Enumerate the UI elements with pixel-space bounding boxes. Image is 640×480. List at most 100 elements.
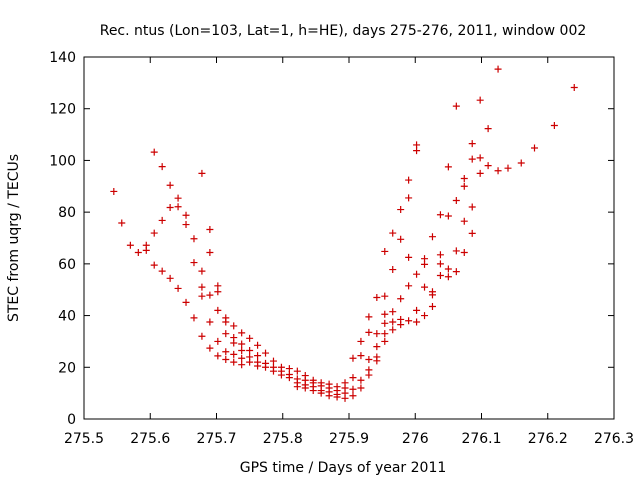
data-point — [389, 229, 397, 237]
data-point — [277, 371, 285, 379]
data-point — [357, 352, 365, 360]
data-point — [246, 334, 254, 342]
data-point — [190, 235, 198, 243]
data-point — [405, 176, 413, 184]
data-point — [198, 292, 206, 300]
data-point — [494, 65, 502, 73]
data-point — [230, 339, 238, 347]
data-point — [293, 383, 301, 391]
data-point — [190, 314, 198, 322]
data-point — [381, 247, 389, 255]
data-point — [476, 96, 484, 104]
data-point — [468, 203, 476, 211]
data-point — [238, 329, 246, 337]
x-tick-label: 275.9 — [329, 431, 369, 447]
data-point — [158, 216, 166, 224]
data-point — [373, 357, 381, 365]
data-point — [389, 318, 397, 326]
data-point — [517, 159, 525, 167]
data-point — [436, 251, 444, 259]
data-point — [214, 352, 222, 360]
data-point — [381, 310, 389, 318]
data-point — [206, 344, 214, 352]
data-point — [468, 229, 476, 237]
x-tick-label: 276.1 — [461, 431, 501, 447]
data-point — [190, 259, 198, 267]
data-point — [381, 319, 389, 327]
axis-ticks: 275.5 275.6 275.7 275.8 275.9 276 276.1 276.2 27… — [49, 50, 634, 447]
data-point — [238, 340, 246, 348]
data-point — [285, 365, 293, 373]
data-point — [357, 384, 365, 392]
data-point — [230, 358, 238, 366]
data-point — [444, 163, 452, 171]
data-point — [373, 293, 381, 301]
data-point — [460, 248, 468, 256]
data-point — [198, 283, 206, 291]
data-point — [214, 282, 222, 290]
data-point — [174, 284, 182, 292]
data-point — [214, 306, 222, 314]
data-point — [317, 389, 325, 397]
data-points — [110, 65, 578, 402]
data-point — [476, 169, 484, 177]
x-tick-label: 275.7 — [196, 431, 236, 447]
data-point — [182, 221, 190, 229]
data-point — [373, 343, 381, 351]
data-point — [357, 376, 365, 384]
x-tick-label: 276.3 — [594, 431, 634, 447]
data-point — [436, 271, 444, 279]
data-point — [166, 181, 174, 189]
data-point — [421, 260, 429, 268]
y-tick-label: 40 — [58, 309, 76, 325]
data-point — [206, 248, 214, 256]
data-point — [397, 321, 405, 329]
data-point — [389, 326, 397, 334]
data-point — [349, 385, 357, 393]
data-point — [365, 371, 373, 379]
data-point — [476, 154, 484, 162]
data-point — [285, 374, 293, 382]
data-point — [126, 241, 134, 249]
data-point — [444, 212, 452, 220]
data-point — [436, 260, 444, 268]
data-point — [373, 330, 381, 338]
data-point — [405, 253, 413, 261]
data-point — [428, 303, 436, 311]
y-axis-label: STEC from uqrg / TECUs — [6, 154, 22, 322]
data-point — [570, 84, 578, 92]
data-point — [254, 362, 262, 370]
data-point — [349, 374, 357, 382]
data-point — [134, 248, 142, 256]
data-point — [262, 349, 270, 357]
data-point — [222, 356, 230, 364]
data-point — [150, 148, 158, 156]
data-point — [413, 147, 421, 155]
data-point — [198, 267, 206, 275]
data-point — [444, 273, 452, 281]
y-tick-label: 60 — [58, 257, 76, 273]
data-point — [206, 318, 214, 326]
chart-title: Rec. ntus (Lon=103, Lat=1, h=HE), days 2… — [100, 23, 587, 39]
data-point — [246, 346, 254, 354]
data-point — [504, 164, 512, 172]
data-point — [269, 357, 277, 365]
data-point — [468, 140, 476, 148]
data-point — [309, 387, 317, 395]
data-point — [341, 394, 349, 402]
data-point — [405, 194, 413, 202]
data-point — [397, 206, 405, 214]
data-point — [413, 270, 421, 278]
data-point — [214, 337, 222, 345]
data-point — [365, 328, 373, 336]
data-point — [206, 291, 214, 299]
data-point — [142, 241, 150, 249]
data-point — [174, 194, 182, 202]
data-point — [444, 265, 452, 273]
data-point — [460, 175, 468, 183]
y-tick-label: 140 — [49, 50, 76, 66]
data-point — [269, 367, 277, 375]
data-point — [389, 308, 397, 316]
data-point — [452, 102, 460, 110]
